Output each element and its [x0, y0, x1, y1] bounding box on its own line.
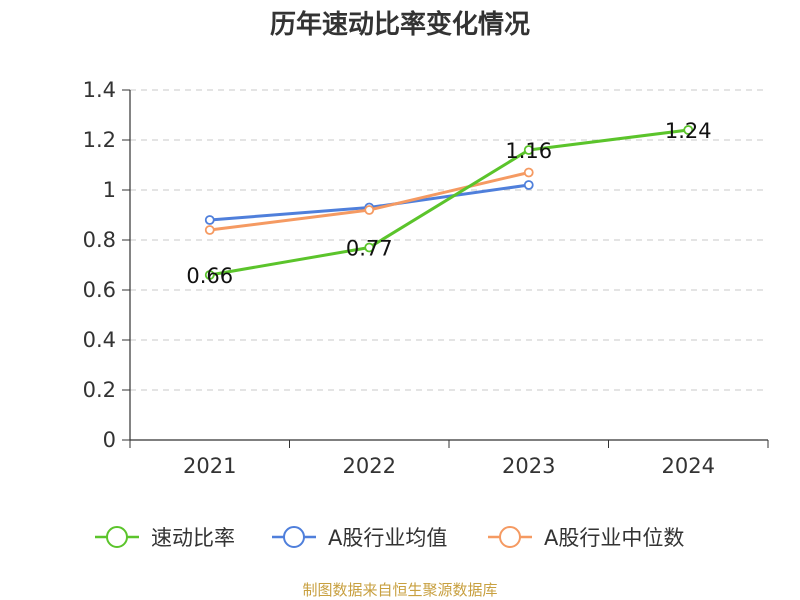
- data-point[interactable]: [204, 270, 215, 280]
- y-tick-label: 1.4: [83, 78, 116, 102]
- y-tick-label: 1: [103, 178, 116, 202]
- series-line: [208, 171, 531, 232]
- data-labels: 0.66 0.77 1.16 1.24: [186, 119, 711, 288]
- x-tick-label: 2021: [183, 454, 236, 478]
- data-point[interactable]: [523, 145, 534, 155]
- source-note: 制图数据来自恒生聚源数据库: [302, 581, 497, 599]
- legend-label: 速动比率: [151, 526, 235, 550]
- y-tick-label: 1.2: [83, 128, 116, 152]
- x-tick-label: 2024: [662, 454, 715, 478]
- axes: 0 0.2 0.4 0.6 0.8 1 1.2 1.4 2021 2022 2023 2024: [83, 78, 769, 478]
- y-tick-label: 0.8: [83, 228, 116, 252]
- data-point[interactable]: [523, 167, 534, 178]
- y-tick-label: 0: [103, 428, 116, 452]
- series-2: [204, 167, 534, 235]
- series-group: [204, 125, 694, 280]
- legend-marker-icon: [499, 526, 521, 548]
- data-point[interactable]: [204, 215, 215, 225]
- data-point[interactable]: [683, 125, 694, 135]
- data-point[interactable]: [523, 180, 534, 190]
- legend[interactable]: 速动比率 A股行业均值 A股行业中位数: [95, 526, 684, 550]
- data-point[interactable]: [364, 242, 375, 253]
- legend-item[interactable]: A股行业均值: [272, 526, 447, 550]
- legend-item[interactable]: A股行业中位数: [488, 526, 684, 550]
- data-label: 0.77: [346, 237, 393, 261]
- x-tick-label: 2022: [343, 454, 396, 478]
- data-point[interactable]: [364, 205, 375, 215]
- series-line: [208, 128, 690, 277]
- data-point[interactable]: [204, 225, 215, 235]
- y-tick-label: 0.4: [83, 328, 116, 352]
- series-0: [204, 125, 694, 280]
- data-label: 1.16: [505, 139, 552, 163]
- y-tick-label: 0.2: [83, 378, 116, 402]
- data-label: 1.24: [665, 119, 712, 143]
- series-1: [204, 180, 534, 225]
- legend-label: A股行业中位数: [544, 526, 684, 550]
- y-tick-label: 0.6: [83, 278, 116, 302]
- x-tick-label: 2023: [502, 454, 555, 478]
- chart-title: 历年速动比率变化情况: [270, 9, 530, 40]
- legend-label: A股行业均值: [328, 526, 447, 550]
- legend-marker-icon: [106, 526, 128, 548]
- legend-marker-icon: [283, 526, 305, 548]
- data-label: 0.66: [186, 264, 233, 288]
- legend-item[interactable]: 速动比率: [95, 526, 235, 550]
- grid-lines: [130, 89, 768, 391]
